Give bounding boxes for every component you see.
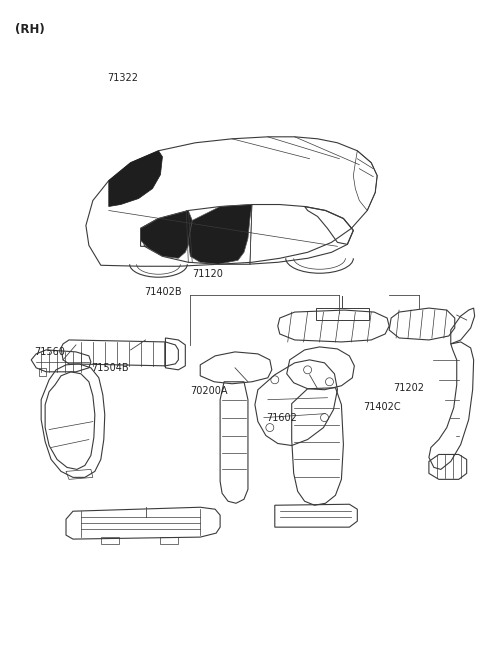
Text: 70200A: 70200A	[190, 386, 228, 396]
Text: (RH): (RH)	[15, 24, 45, 36]
Text: 71504B: 71504B	[91, 363, 129, 373]
Text: 71402B: 71402B	[144, 287, 182, 297]
Text: 71402C: 71402C	[363, 402, 401, 412]
Polygon shape	[188, 204, 252, 264]
Text: 71560: 71560	[34, 347, 65, 357]
Polygon shape	[109, 151, 162, 206]
Text: 71602: 71602	[266, 413, 297, 422]
Polygon shape	[141, 210, 192, 258]
Text: 71202: 71202	[393, 383, 424, 392]
Text: 71120: 71120	[192, 269, 223, 279]
Text: 71322: 71322	[108, 73, 138, 83]
